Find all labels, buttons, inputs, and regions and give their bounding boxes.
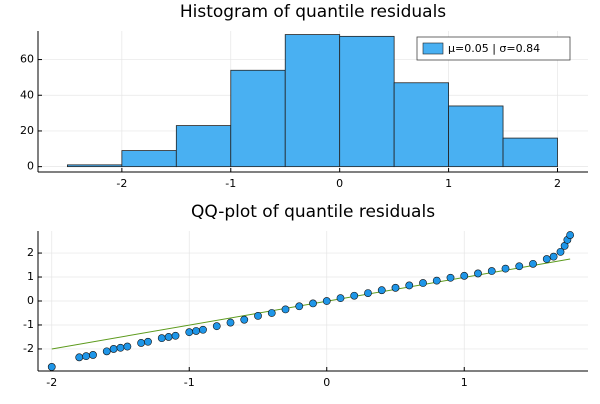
y-tick-label: -2 bbox=[23, 342, 34, 355]
point bbox=[171, 331, 180, 340]
y-tick-label: 40 bbox=[20, 88, 34, 101]
point bbox=[116, 343, 125, 352]
point bbox=[336, 294, 345, 303]
point bbox=[226, 318, 235, 327]
bar bbox=[448, 105, 504, 168]
point bbox=[566, 231, 575, 239]
point bbox=[267, 309, 276, 317]
point bbox=[474, 269, 482, 278]
point bbox=[109, 345, 118, 353]
chart-title: QQ-plot of quantile residuals bbox=[191, 202, 435, 222]
bar bbox=[67, 164, 123, 168]
point bbox=[501, 264, 510, 273]
point bbox=[199, 325, 207, 334]
point bbox=[350, 291, 359, 300]
point bbox=[432, 276, 441, 285]
y-tick-label: 60 bbox=[20, 53, 34, 66]
point bbox=[254, 311, 262, 320]
x-tick-label: -2 bbox=[46, 376, 57, 389]
bar bbox=[175, 125, 232, 168]
bar bbox=[502, 137, 558, 168]
point bbox=[446, 273, 455, 282]
legend-swatch bbox=[422, 42, 444, 55]
point bbox=[212, 322, 221, 331]
point bbox=[377, 286, 386, 295]
bar bbox=[121, 150, 177, 168]
point bbox=[460, 271, 469, 280]
legend-label: μ=0.05 | σ=0.84 bbox=[448, 42, 540, 55]
point bbox=[556, 247, 565, 256]
point bbox=[89, 351, 97, 359]
point bbox=[405, 281, 414, 290]
point bbox=[529, 259, 537, 268]
point bbox=[515, 262, 524, 271]
point bbox=[240, 315, 249, 324]
bar bbox=[393, 82, 449, 168]
point bbox=[144, 337, 152, 346]
point bbox=[102, 347, 111, 356]
point bbox=[75, 353, 84, 362]
point bbox=[185, 328, 194, 337]
y-tick-label: 20 bbox=[20, 124, 34, 137]
chart-title: Histogram of quantile residuals bbox=[180, 2, 446, 22]
legend-box bbox=[416, 36, 571, 61]
point bbox=[281, 305, 290, 314]
point bbox=[549, 252, 558, 261]
bar bbox=[230, 69, 286, 168]
x-tick-label: 1 bbox=[445, 177, 452, 190]
point bbox=[192, 327, 201, 335]
point bbox=[82, 352, 91, 361]
x-tick-label: -1 bbox=[184, 376, 195, 389]
point bbox=[487, 267, 496, 275]
point bbox=[542, 255, 551, 263]
point bbox=[123, 342, 132, 351]
x-tick-label: 1 bbox=[461, 376, 468, 389]
point bbox=[137, 339, 146, 347]
x-tick-label: 0 bbox=[323, 376, 330, 389]
point bbox=[309, 299, 317, 308]
y-tick-label: 2 bbox=[27, 246, 34, 259]
point bbox=[295, 302, 304, 311]
bar bbox=[284, 34, 341, 168]
y-tick-label: 0 bbox=[27, 294, 34, 307]
point bbox=[47, 363, 56, 371]
point bbox=[391, 283, 400, 292]
point bbox=[164, 333, 173, 341]
point bbox=[322, 297, 331, 305]
point bbox=[157, 334, 166, 343]
y-tick-label: 0 bbox=[27, 160, 34, 173]
point bbox=[419, 279, 427, 287]
y-tick-label: 1 bbox=[27, 270, 34, 283]
x-tick-label: -2 bbox=[116, 177, 127, 190]
y-tick-label: -1 bbox=[23, 318, 34, 331]
x-tick-label: 0 bbox=[336, 177, 343, 190]
point bbox=[364, 289, 372, 297]
bar bbox=[339, 35, 395, 168]
x-tick-label: -1 bbox=[225, 177, 236, 190]
x-tick-label: 2 bbox=[554, 177, 561, 190]
